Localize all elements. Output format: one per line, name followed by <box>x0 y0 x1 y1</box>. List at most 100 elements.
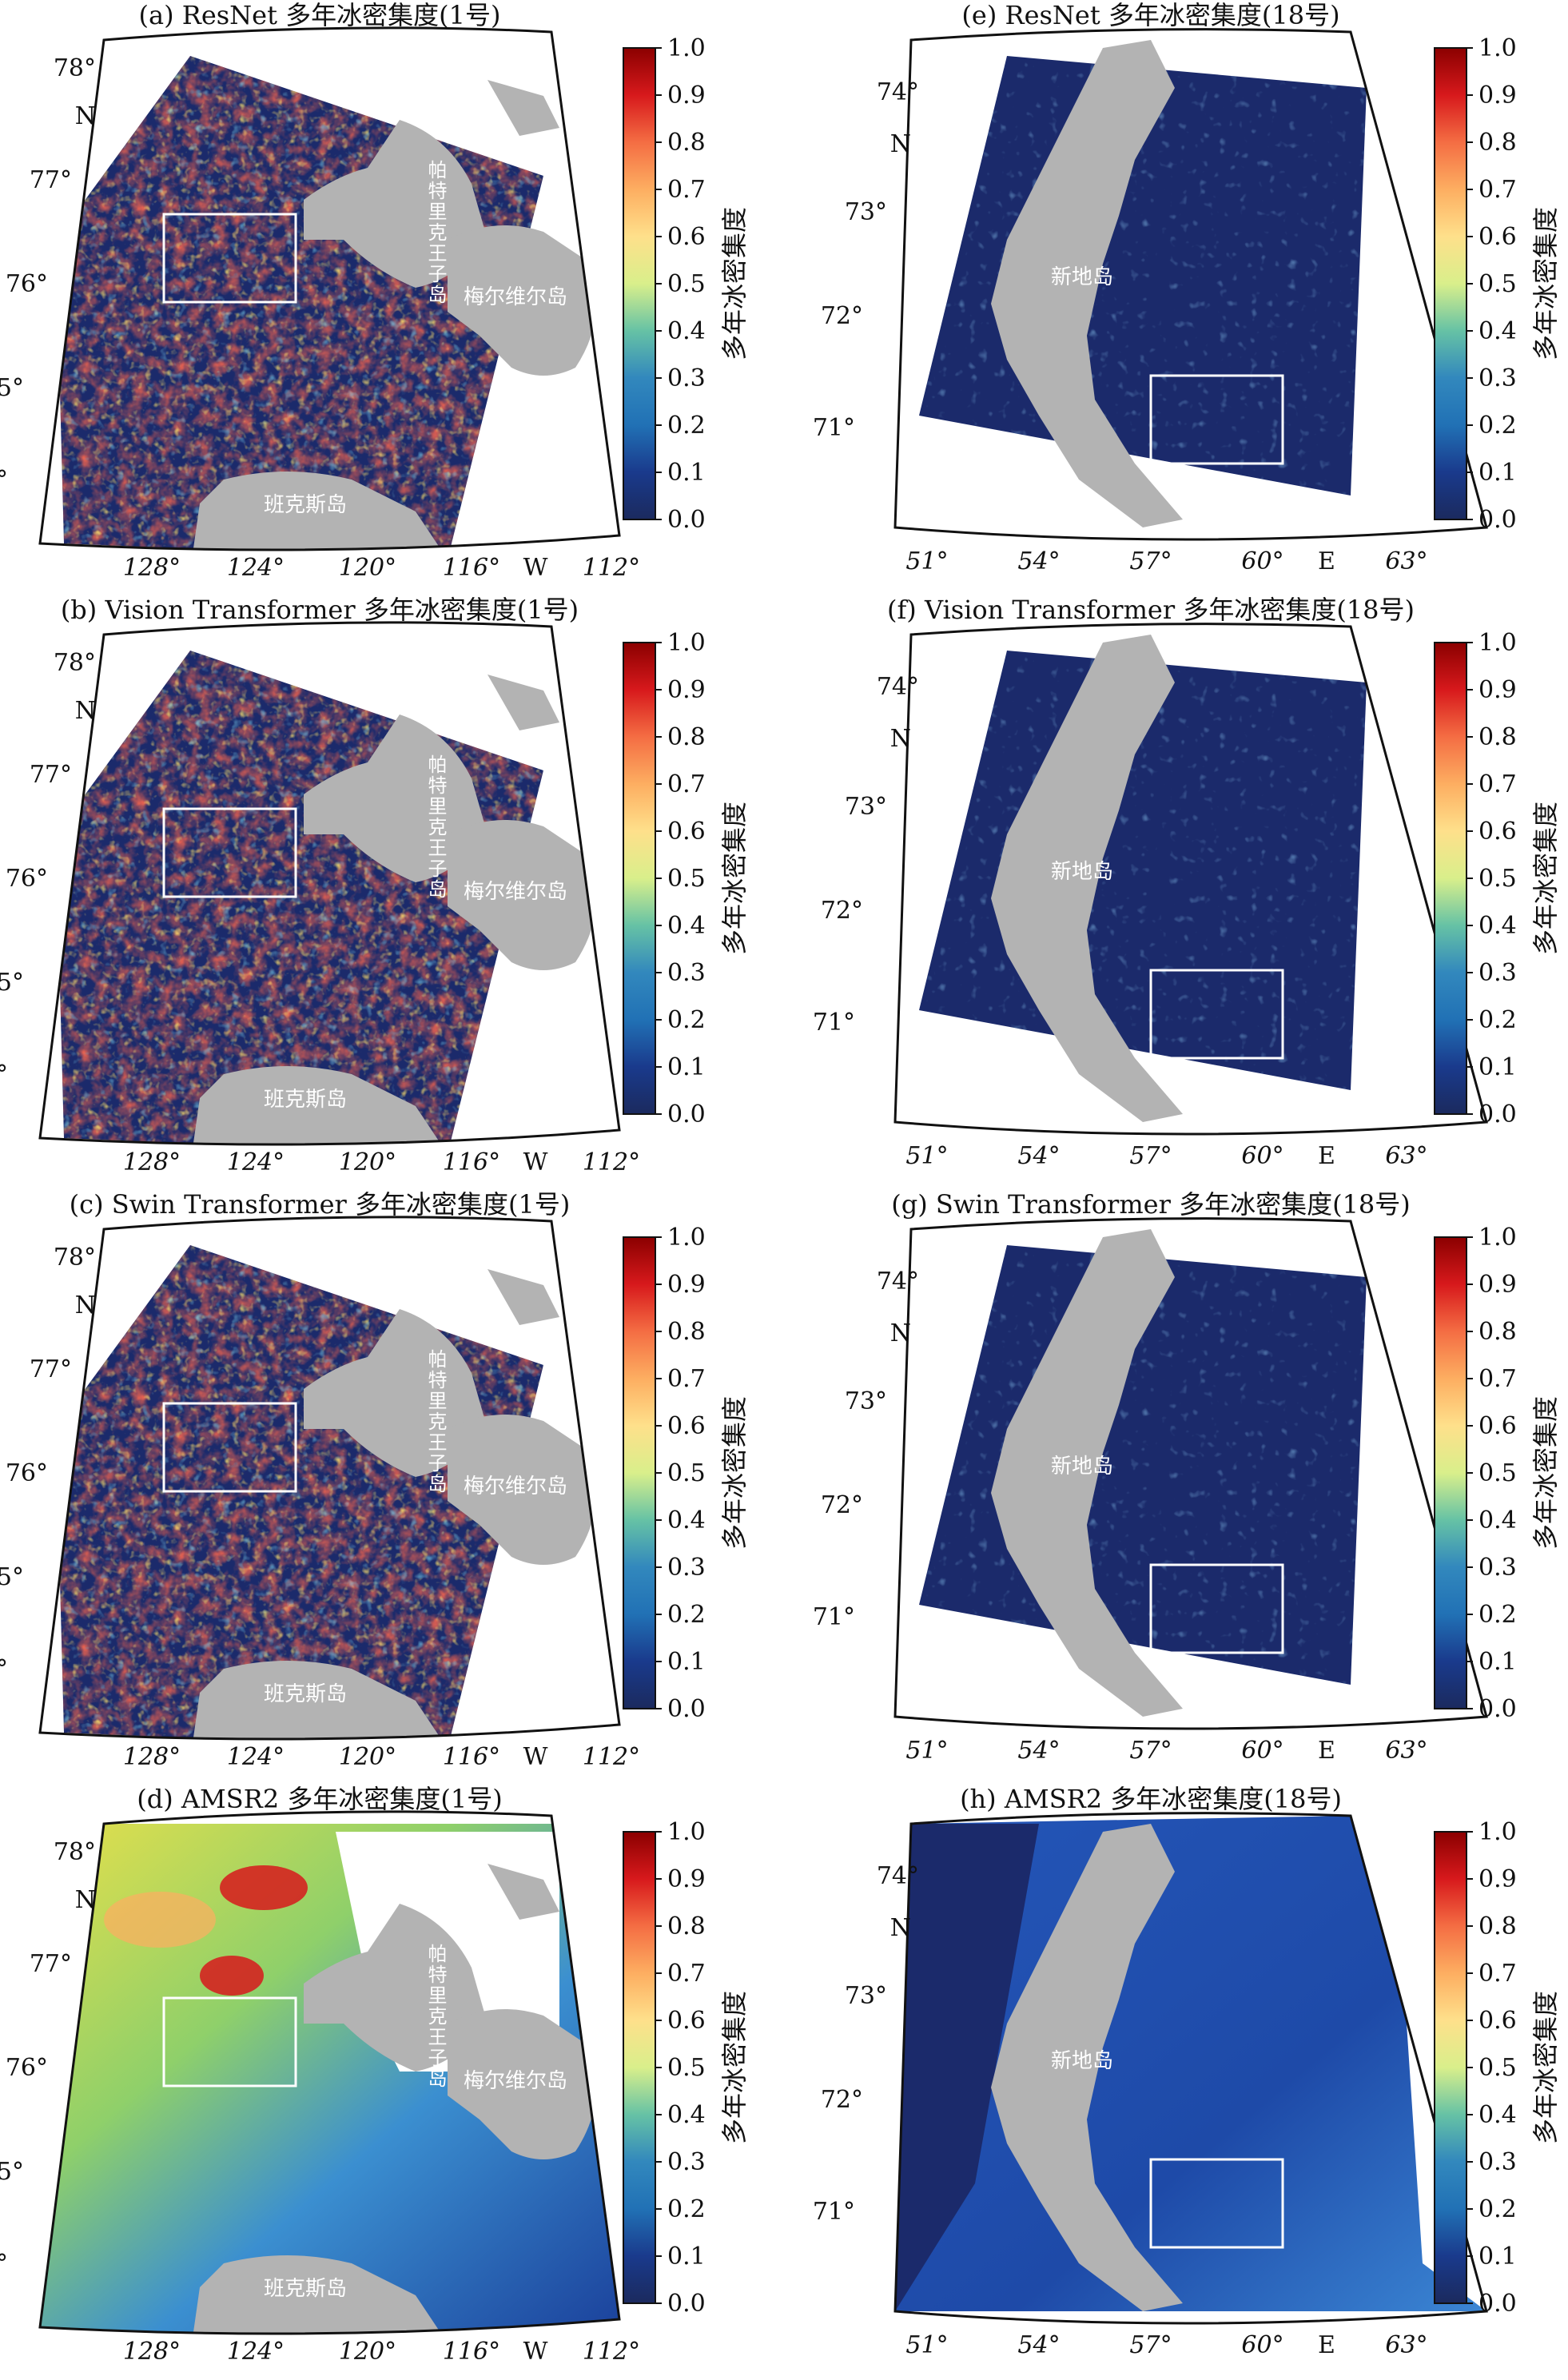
lon-label: 128° <box>123 554 181 582</box>
colorbar-gradient <box>623 1236 656 1709</box>
lon-label: E <box>1318 2331 1335 2359</box>
lon-label: 60° <box>1241 2331 1283 2359</box>
lat-label: N <box>890 1319 911 1347</box>
panel-a-title: (a) ResNet 多年冰密集度(1号) <box>139 0 501 30</box>
lon-label: 51° <box>905 547 948 575</box>
colorbar-tick-label: 0.1 <box>1478 1053 1517 1081</box>
lat-label: 74° <box>0 1655 8 1683</box>
land <box>991 635 1183 1122</box>
study-region-box <box>162 807 297 898</box>
colorbar-tick-label: 1.0 <box>1478 1224 1517 1252</box>
colorbar: 1.0 0.9 0.8 0.7 0.6 0.5 0.4 0.3 0.2 0.1 0.0 多年冰密集度 <box>623 1224 750 1723</box>
panel-f-map <box>895 623 1486 1134</box>
colorbar-tick-label: 0.4 <box>667 1506 706 1534</box>
colorbar-tick-label: 0.5 <box>667 1459 706 1487</box>
lat-label: 73° <box>845 198 887 226</box>
panel-h-map <box>895 1813 1486 2323</box>
lat-label: 74° <box>877 1268 919 1295</box>
place-label: 班克斯岛 <box>264 2277 347 2301</box>
colorbar-tick-label: 0.8 <box>667 1318 706 1346</box>
colorbar-tick-label: 0.7 <box>1478 770 1517 798</box>
colorbar-tick-label: 0.4 <box>1478 2101 1517 2129</box>
lon-label: W <box>523 1743 548 1771</box>
lat-label: 78° <box>54 1838 96 1866</box>
lon-label: 63° <box>1385 1737 1427 1765</box>
colorbar-tick-label: 0.8 <box>1478 1318 1517 1346</box>
lon-label: 128° <box>123 1743 181 1771</box>
panel-g: (g) Swin Transformer 多年冰密集度(18号) 新地岛 74° N 7… <box>813 1189 1561 1765</box>
colorbar-tick-label: 0.7 <box>1478 1960 1517 1988</box>
lon-label: W <box>523 554 548 582</box>
colorbar-tick-label: 0.9 <box>1478 1271 1517 1299</box>
colorbar-gradient <box>623 642 656 1115</box>
colorbar-tick-label: 0.3 <box>667 1554 706 1582</box>
colorbar-tick-label: 0.7 <box>667 176 706 204</box>
panel-h: (h) AMSR2 多年冰密集度(18号) 新地岛 74° N 73° 72° 71° 51°… <box>813 1784 1561 2359</box>
lon-label: 60° <box>1241 547 1283 575</box>
lat-label: 77° <box>30 166 72 194</box>
colorbar-tick-label: 0.6 <box>667 1412 706 1440</box>
island-land <box>448 225 597 376</box>
colorbar-tick-label: 0.8 <box>1478 723 1517 751</box>
land <box>192 1864 597 2334</box>
colorbar-tick-label: 0.8 <box>1478 129 1517 157</box>
lon-label: 60° <box>1241 1737 1283 1765</box>
lon-label: 54° <box>1017 1142 1060 1170</box>
lon-label: 54° <box>1017 1737 1060 1765</box>
colorbar-tick-label: 0.4 <box>1478 317 1517 345</box>
place-label: 梅尔维尔岛 <box>464 880 567 904</box>
colorbar: 1.0 0.9 0.8 0.7 0.6 0.5 0.4 0.3 0.2 0.1 0.0 多年冰密集度 <box>623 34 750 534</box>
land <box>991 40 1183 527</box>
panel-b-map <box>40 622 619 1145</box>
map-frame <box>893 623 1488 1136</box>
island-land <box>192 2255 448 2334</box>
lat-label: 75° <box>0 1563 24 1591</box>
place-label: 班克斯岛 <box>264 493 347 517</box>
lon-label: E <box>1318 1142 1335 1170</box>
colorbar-tick-label: 0.2 <box>667 2195 706 2223</box>
colorbar-tick-label: 1.0 <box>667 1818 706 1846</box>
colorbar-tick-label: 0.9 <box>1478 1865 1517 1893</box>
island-land <box>192 472 448 551</box>
island-land <box>488 1269 559 1325</box>
colorbar-tick-label: 0.4 <box>1478 912 1517 940</box>
amsr-high-patch <box>200 1956 264 1996</box>
colorbar-tick-label: 0.7 <box>1478 176 1517 204</box>
colorbar: 1.0 0.9 0.8 0.7 0.6 0.5 0.4 0.3 0.2 0.1 0.0 多年冰密集度 <box>1434 34 1561 534</box>
lat-label: 77° <box>30 1950 72 1978</box>
colorbar-tick-label: 0.6 <box>1478 223 1517 251</box>
map-frame <box>38 1810 621 2335</box>
panel-b-title: (b) Vision Transformer 多年冰密集度(1号) <box>61 595 579 625</box>
map-frame <box>38 26 621 551</box>
place-label: 新地岛 <box>1051 1455 1113 1479</box>
lat-label: 71° <box>813 1009 855 1037</box>
colorbar-tick-label: 0.2 <box>1478 2195 1517 2223</box>
colorbar-tick-label: 0.3 <box>667 959 706 987</box>
map-frame <box>893 28 1488 541</box>
lon-label: 57° <box>1129 547 1172 575</box>
colorbar-tick-label: 0.6 <box>1478 1412 1517 1440</box>
place-label: 梅尔维尔岛 <box>464 285 567 309</box>
colorbar-tick-label: 0.8 <box>667 129 706 157</box>
place-label: 新地岛 <box>1051 265 1113 289</box>
colorbar-tick-label: 0.1 <box>667 1648 706 1676</box>
colorbar-tick-label: 0.0 <box>667 1100 706 1128</box>
colorbar-tick-label: 0.0 <box>667 2290 706 2318</box>
panel-d-title: (d) AMSR2 多年冰密集度(1号) <box>137 1784 502 1814</box>
colorbar-tick-label: 0.9 <box>667 1271 706 1299</box>
lon-label: 112° <box>583 1743 640 1771</box>
amsr-high-patch <box>220 1865 308 1910</box>
colorbar-tick-label: 1.0 <box>667 629 706 657</box>
place-label: 新地岛 <box>1051 860 1113 884</box>
study-region-box <box>1149 2158 1284 2249</box>
map-frame <box>893 1812 1488 2325</box>
lon-label: 120° <box>339 554 396 582</box>
lat-label: 76° <box>6 270 48 298</box>
study-region-box <box>162 1402 297 1493</box>
lat-label: 71° <box>813 414 855 442</box>
lon-label: 116° <box>443 554 500 582</box>
colorbar: 1.0 0.9 0.8 0.7 0.6 0.5 0.4 0.3 0.2 0.1 0.0 多年冰密集度 <box>623 629 750 1128</box>
colorbar-tick-label: 0.5 <box>1478 865 1517 893</box>
panel-c: (c) Swin Transformer 多年冰密集度(1号) 帕特里克王子岛 梅尔… <box>0 1189 750 1771</box>
